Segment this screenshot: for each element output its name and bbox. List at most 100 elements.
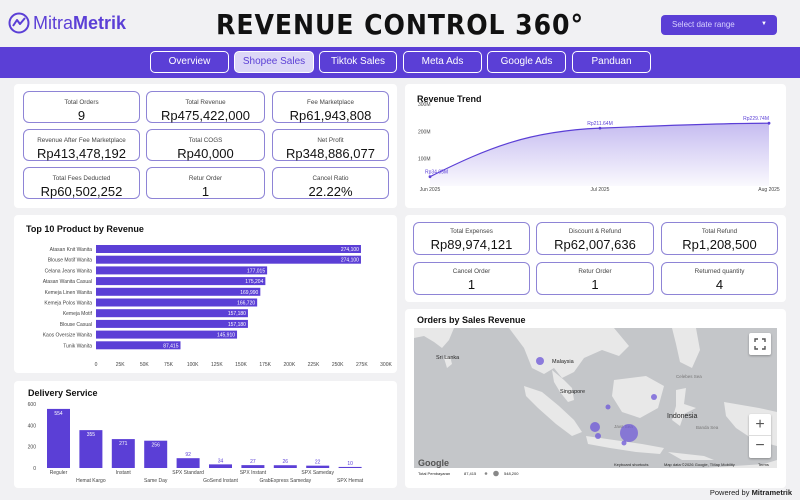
kpi-returned-quantity: Returned quantity 4 [661,262,778,295]
kpi-value: Rp413,478,192 [37,146,126,161]
y-tick-label: 0 [33,466,36,472]
delivery-category-label: GoSend Instant [203,478,238,484]
x-tick-label: 275K [356,362,368,368]
kpi-label: Revenue After Fee Marketplace [37,137,126,144]
land-india [414,328,454,348]
fullscreen-icon [754,338,766,350]
product-bar [96,245,361,253]
product-value-label: 175,204 [245,279,263,285]
kpi-revenue-after-fee: Revenue After Fee Marketplace Rp413,478,… [23,129,140,161]
top-products-title: Top 10 Product by Revenue [26,224,144,234]
bubble-medan [536,357,544,365]
land-sumatra [524,386,582,436]
land-mainland-asia [509,328,629,378]
kpi-value: 1 [201,184,210,199]
kpi-value: Rp40,000 [177,146,234,161]
header: MitraMetrik REVENUE CONTROL 360° Select … [0,0,800,47]
delivery-value-label: 34 [218,458,224,464]
delivery-bar [209,464,232,468]
x-tick-label: 175K [259,362,271,368]
product-bar [96,319,248,328]
product-label: Kemeja Linen Wanita [45,290,93,296]
delivery-value-label: 22 [315,460,321,466]
product-value-label: 166,720 [237,301,255,307]
kpi-value: Rp62,007,636 [554,237,636,252]
zoom-in-button[interactable]: + [749,414,771,436]
delivery-category-label: GrabExpress Sameday [259,478,311,484]
map-label: Celebes Sea [676,374,702,379]
tab-google-ads[interactable]: Google Ads [487,51,566,73]
kpi-label: Fee Marketplace [307,99,354,106]
top-products-chart: Atasan Knit Wanita 274,100 Blouse Motif Wa… [43,245,392,368]
product-bar [96,330,238,339]
map-legend-max: 548,200 [504,471,519,476]
page-title: REVENUE CONTROL 360° [216,8,584,41]
kpi-panel-right: Total Expenses Rp89,974,121 Discount & R… [405,215,786,302]
kpi-label: Total Orders [64,99,99,106]
land-borneo [612,376,664,418]
kpi-retur-order: Retur Order 1 [146,167,265,199]
bubble-surabaya [620,424,638,442]
map-label: Singapore [560,389,585,395]
kpi-total-revenue: Total Revenue Rp475,422,000 [146,91,265,123]
x-tick-label: 0 [95,362,98,368]
delivery-bar [306,465,330,468]
map-keyboard-shortcuts[interactable]: Keyboard shortcuts [614,462,648,467]
x-tick-label: Jul 2025 [591,187,610,193]
map-terms[interactable]: Terms [758,462,769,467]
map-legend-min: 87,415 [464,471,477,476]
product-value-label: 87,415 [163,343,179,349]
product-bar [96,255,361,264]
tab-tiktok-sales[interactable]: Tiktok Sales [319,51,397,73]
kpi-label: Discount & Refund [568,228,622,235]
kpi-total-cogs: Total COGS Rp40,000 [146,129,265,161]
kpi-total-fees-deducted: Total Fees Deducted Rp60,502,252 [23,167,140,199]
trend-area [430,123,769,186]
x-tick-label: 25K [116,362,126,368]
product-label: Blouse Casual [60,322,92,328]
delivery-value-label: 355 [87,432,96,438]
trend-point [767,121,771,125]
land-sulawesi [672,388,696,426]
delivery-bar [273,465,297,468]
product-value-label: 157,180 [228,322,246,328]
bubble-jakarta [590,422,600,432]
product-bar [96,266,268,275]
date-range-placeholder: Select date range [672,20,735,29]
x-tick-label: Aug 2025 [758,187,780,193]
tab-shopee-sales[interactable]: Shopee Sales [234,51,314,73]
fullscreen-button[interactable] [749,333,771,355]
x-tick-label: Jun 2025 [420,187,441,193]
product-label: Tunik Wanita [63,343,92,349]
kpi-label: Total Expenses [450,228,493,235]
kpi-value: Rp61,943,808 [289,108,372,123]
trend-point [598,126,602,130]
map-view[interactable]: Sri Lanka Malaysia Singapore Indonesia J… [414,328,777,478]
kpi-label: Cancel Ratio [312,175,349,182]
product-label: Kemeja Polos Wanita [44,301,92,307]
google-logo: Google [418,458,449,468]
zoom-out-button[interactable]: − [755,437,765,454]
tab-panduan[interactable]: Panduan [572,51,651,73]
land-sri-lanka [444,356,452,368]
tab-meta-ads[interactable]: Meta Ads [403,51,482,73]
logo-text-bold: Metrik [73,12,127,33]
date-range-select[interactable]: Select date range ▼ [661,15,777,35]
y-tick-label: 600 [28,402,37,408]
footer: Powered by Mitrametrik [710,488,792,497]
product-value-label: 169,990 [240,290,258,296]
kpi-label: Retur Order [188,175,223,182]
delivery-value-label: 554 [54,411,63,417]
orders-map-panel: Orders by Sales Revenue Sri Lanka Malays… [405,309,786,488]
map-label: Indonesia [667,413,697,420]
kpi-value: 1 [467,277,476,292]
kpi-total-refund: Total Refund Rp1,208,500 [661,222,778,255]
y-tick-label: 100M [418,157,431,163]
kpi-cancel-ratio: Cancel Ratio 22.22% [272,167,389,199]
x-tick-label: 75K [164,362,174,368]
kpi-net-profit: Net Profit Rp348,886,077 [272,129,389,161]
map-label: Sri Lanka [436,355,460,361]
product-bar [96,298,258,307]
tab-overview[interactable]: Overview [150,51,229,73]
product-bar [96,341,181,350]
